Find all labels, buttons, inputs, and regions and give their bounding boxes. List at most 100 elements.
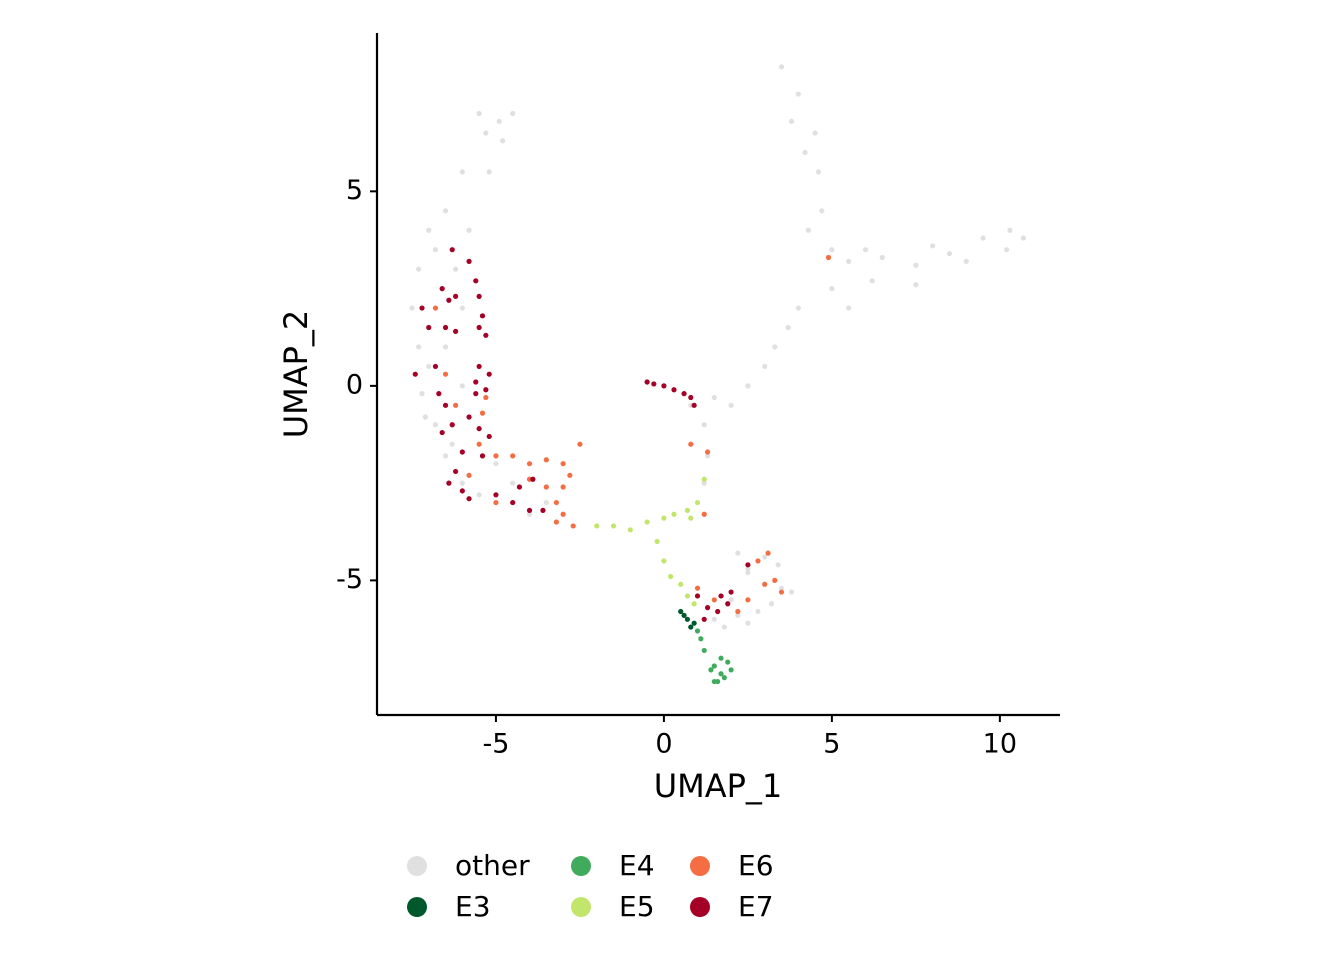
point: [486, 371, 492, 377]
point: [661, 383, 667, 389]
point: [476, 492, 482, 498]
point: [493, 453, 499, 459]
point: [412, 371, 418, 377]
point: [671, 511, 677, 517]
point: [701, 647, 707, 654]
point: [486, 433, 492, 440]
point: [442, 324, 449, 331]
point: [980, 235, 986, 241]
point: [802, 149, 808, 156]
point: [459, 305, 465, 311]
point: [459, 480, 465, 486]
point: [701, 422, 707, 428]
point: [500, 138, 506, 144]
point: [775, 562, 781, 568]
point: [691, 601, 697, 607]
point: [681, 391, 687, 397]
point: [788, 589, 795, 595]
point: [701, 616, 707, 622]
point: [819, 208, 825, 214]
legend-label: E7: [738, 890, 774, 923]
point: [594, 523, 600, 529]
point: [778, 589, 785, 595]
point: [711, 394, 717, 401]
point: [735, 612, 741, 619]
point: [681, 612, 687, 619]
point: [745, 620, 751, 626]
point: [446, 297, 452, 303]
point: [684, 507, 691, 513]
point: [577, 441, 583, 447]
point: [913, 282, 919, 288]
point: [745, 570, 751, 576]
point: [459, 383, 465, 389]
point: [453, 468, 459, 475]
point: [432, 422, 439, 428]
legend-swatch: [690, 856, 710, 876]
point: [688, 515, 694, 521]
point: [762, 581, 768, 587]
point: [449, 422, 455, 428]
point: [426, 363, 432, 370]
point: [1003, 247, 1010, 253]
point: [785, 324, 791, 331]
point: [466, 227, 472, 233]
point: [466, 258, 472, 264]
point: [691, 402, 697, 408]
y-axis-title: UMAP_2: [277, 310, 315, 439]
point: [913, 262, 919, 268]
point: [540, 507, 546, 513]
point: [651, 381, 657, 387]
point: [711, 678, 717, 685]
point: [439, 286, 445, 292]
point: [409, 305, 415, 311]
point: [486, 169, 492, 175]
y-tick-label: -5: [336, 564, 363, 595]
point: [762, 363, 768, 370]
point: [862, 247, 869, 253]
point: [416, 344, 422, 350]
y-tick-label: 0: [346, 369, 363, 400]
point: [439, 429, 445, 436]
point: [715, 608, 721, 615]
point: [745, 566, 751, 572]
legend-swatch: [407, 897, 427, 917]
point: [510, 110, 516, 117]
point: [708, 667, 714, 673]
point: [442, 453, 449, 459]
y-tick-label: 5: [346, 175, 363, 206]
point: [691, 620, 697, 626]
point: [704, 605, 711, 611]
point: [735, 550, 741, 556]
point: [725, 601, 731, 607]
point: [694, 499, 701, 506]
point: [711, 616, 717, 622]
point: [701, 480, 707, 486]
point: [684, 616, 691, 622]
point: [476, 293, 482, 299]
point: [476, 441, 482, 447]
legend-swatch: [571, 856, 591, 876]
legend-label: E3: [455, 890, 491, 923]
point: [442, 371, 449, 377]
legend-label: E6: [738, 849, 774, 882]
legend-swatch: [690, 897, 710, 917]
point: [946, 250, 953, 257]
point: [483, 332, 489, 338]
point: [543, 484, 549, 490]
point: [704, 449, 711, 455]
point: [476, 363, 482, 370]
point: [466, 472, 472, 478]
point: [654, 538, 660, 545]
point: [432, 363, 439, 370]
point: [526, 461, 533, 467]
point: [728, 589, 734, 595]
point: [432, 247, 439, 253]
point: [436, 391, 442, 397]
point: [526, 507, 533, 513]
point: [678, 608, 684, 615]
point: [795, 305, 801, 311]
point: [627, 527, 633, 533]
point: [829, 247, 835, 253]
point: [466, 414, 472, 420]
